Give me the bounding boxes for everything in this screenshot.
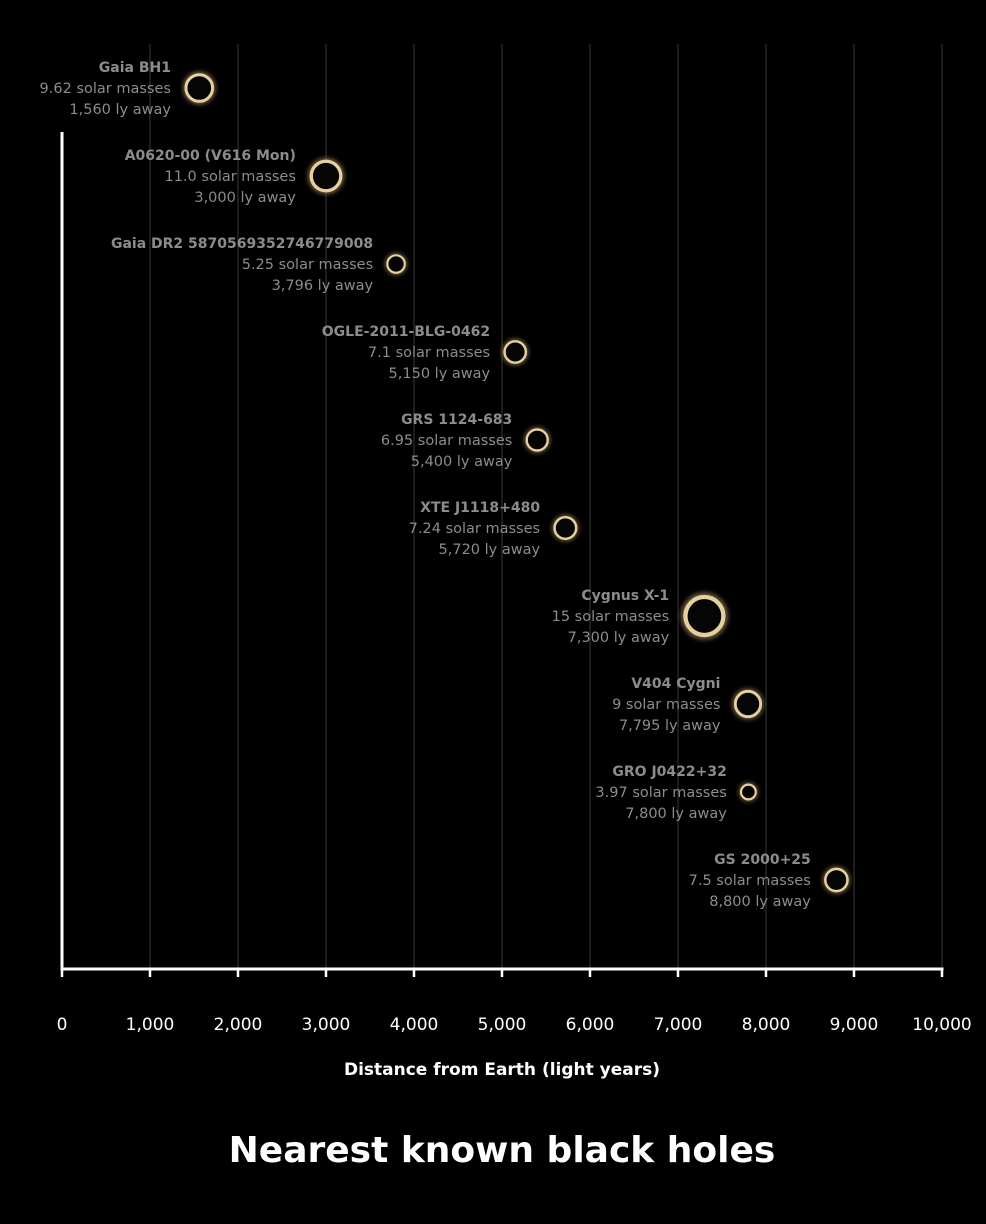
black-hole-distance: 1,560 ly away: [69, 102, 171, 118]
black-hole-mass: 6.95 solar masses: [381, 433, 512, 449]
x-tick-label: 10,000: [912, 1015, 971, 1035]
black-hole-distance: 7,800 ly away: [625, 806, 727, 822]
black-hole-mass: 9.62 solar masses: [40, 81, 171, 97]
black-hole-point: V404 Cygni 9 solar masses 7,795 ly away: [612, 676, 764, 734]
black-hole-mass: 7.1 solar masses: [368, 345, 490, 361]
black-hole-ring: [553, 515, 578, 541]
x-tick-label: 1,000: [126, 1015, 175, 1035]
data-points: Gaia BH1 9.62 solar masses 1,560 ly away A0…: [40, 60, 851, 910]
black-hole-ring: [739, 783, 757, 801]
black-hole-point: OGLE-2011-BLG-0462 7.1 solar masses 5,150 …: [322, 324, 529, 382]
x-tick-label: 7,000: [654, 1015, 703, 1035]
black-hole-point: GRS 1124-683 6.95 solar masses 5,400 ly aw…: [381, 412, 551, 470]
black-hole-name: XTE J1118+480: [420, 500, 540, 516]
black-hole-point: A0620-00 (V616 Mon) 11.0 solar masses 3,00…: [125, 148, 345, 206]
x-tick-label: 0: [57, 1015, 68, 1035]
black-hole-name: Gaia DR2 5870569352746779008: [111, 236, 373, 252]
x-tick-label: 3,000: [302, 1015, 351, 1035]
black-hole-point: XTE J1118+480 7.24 solar masses 5,720 ly a…: [409, 500, 579, 558]
black-hole-name: V404 Cygni: [631, 676, 720, 692]
black-hole-point: Cygnus X-1 15 solar masses 7,300 ly away: [552, 588, 729, 646]
black-hole-ring: [184, 73, 215, 103]
black-hole-distance: 5,720 ly away: [439, 542, 541, 558]
x-tick-label: 8,000: [742, 1015, 791, 1035]
black-hole-ring: [733, 689, 763, 719]
black-hole-ring: [824, 867, 849, 893]
x-tick-label: 4,000: [390, 1015, 439, 1035]
black-hole-ring: [309, 159, 343, 193]
black-hole-mass: 11.0 solar masses: [165, 169, 296, 185]
black-hole-name: Gaia BH1: [99, 60, 171, 76]
black-hole-name: Cygnus X-1: [581, 588, 669, 604]
black-hole-distance: 3,000 ly away: [194, 190, 296, 206]
black-hole-name: A0620-00 (V616 Mon): [125, 148, 296, 164]
black-hole-distance: 8,800 ly away: [709, 894, 811, 910]
black-hole-mass: 3.97 solar masses: [595, 785, 726, 801]
black-hole-distance: 5,400 ly away: [411, 454, 513, 470]
x-axis-ticks: 0 1,000 2,000 3,000 4,000 5,000 6,000 7,000 8,00…: [57, 969, 972, 1035]
x-tick-label: 2,000: [214, 1015, 263, 1035]
black-hole-point: GS 2000+25 7.5 solar masses 8,800 ly away: [689, 852, 851, 910]
black-hole-name: GS 2000+25: [714, 852, 811, 868]
black-hole-distance: 5,150 ly away: [389, 366, 491, 382]
grid-lines: [149, 44, 943, 969]
black-hole-mass: 9 solar masses: [612, 697, 720, 713]
black-hole-ring: [386, 254, 406, 274]
black-hole-ring: [683, 594, 726, 638]
chart-title: Nearest known black holes: [229, 1130, 776, 1171]
black-hole-mass: 7.5 solar masses: [689, 873, 811, 889]
black-hole-point: Gaia BH1 9.62 solar masses 1,560 ly away: [40, 60, 216, 118]
x-tick-label: 9,000: [830, 1015, 879, 1035]
x-tick-label: 6,000: [566, 1015, 615, 1035]
x-axis-title: Distance from Earth (light years): [344, 1060, 660, 1080]
black-hole-distance: 7,795 ly away: [619, 718, 721, 734]
black-hole-distance: 3,796 ly away: [272, 278, 374, 294]
black-hole-point: Gaia DR2 5870569352746779008 5.25 solar m…: [111, 236, 408, 294]
black-hole-ring: [525, 428, 549, 452]
black-hole-name: GRO J0422+32: [612, 764, 726, 780]
black-hole-mass: 5.25 solar masses: [242, 257, 373, 273]
black-hole-point: GRO J0422+32 3.97 solar masses 7,800 ly aw…: [595, 764, 759, 822]
black-hole-mass: 15 solar masses: [552, 609, 670, 625]
black-hole-name: GRS 1124-683: [401, 412, 512, 428]
black-hole-mass: 7.24 solar masses: [409, 521, 540, 537]
black-hole-name: OGLE-2011-BLG-0462: [322, 324, 490, 340]
black-hole-ring: [503, 340, 528, 364]
black-hole-distance: 7,300 ly away: [568, 630, 670, 646]
x-tick-label: 5,000: [478, 1015, 527, 1035]
